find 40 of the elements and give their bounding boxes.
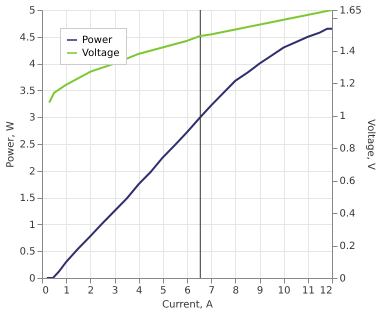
y-tick-label: 4 (29, 59, 36, 70)
x-tick-label: 6 (184, 286, 191, 296)
x-tick-label: 5 (160, 286, 167, 296)
x-tick-label: 9 (256, 286, 264, 296)
x-axis-title: Current, A (162, 300, 214, 310)
y-tick-label: 4.5 (20, 32, 36, 44)
y2-tick-label: 0 (340, 274, 346, 284)
y-tick-label: 5 (29, 6, 36, 16)
x-tick-label: 12 (320, 286, 332, 296)
y2-tick-label: 0.4 (340, 208, 356, 220)
y2-tick-label: 1.65 (340, 6, 362, 16)
line-series (46, 28, 332, 278)
y-axis-title: Power, W (6, 121, 17, 168)
x-tick-label: 0 (42, 286, 49, 296)
y2-axis-title: Voltage, V (364, 119, 376, 170)
x-tick-label: 2 (88, 286, 94, 296)
y-tick-label: 0.5 (20, 246, 36, 258)
x-tick-label: 8 (232, 286, 240, 296)
legend-label: Power (82, 35, 114, 46)
y-tick-label: 3.5 (20, 86, 36, 97)
x-tick-label: 4 (136, 286, 142, 296)
y-tick-label: 3 (29, 112, 36, 124)
y2-tick-label: 1.4 (340, 46, 356, 58)
line-series (48, 10, 332, 104)
x-tick-label: 3 (112, 286, 118, 296)
x-tick-label: 11 (302, 286, 315, 296)
y2-tick-label: 1.2 (340, 78, 356, 90)
x-tick-label: 10 (278, 286, 291, 296)
x-tick-label: 1 (63, 286, 70, 296)
y-tick-label: 2.5 (20, 140, 36, 150)
y-tick-label: 1.5 (20, 193, 36, 204)
legend-label: Voltage (82, 48, 120, 59)
y-tick-label: 0 (29, 274, 36, 284)
y2-tick-label: 0.2 (340, 241, 356, 252)
y2-tick-label: 0.6 (340, 176, 356, 188)
x-tick-label: 7 (208, 286, 215, 296)
y2-tick-label: 1 (340, 111, 346, 122)
y2-tick-label: 0.8 (340, 144, 356, 155)
y-tick-label: 1 (29, 220, 36, 231)
y-tick-label: 2 (29, 166, 36, 178)
